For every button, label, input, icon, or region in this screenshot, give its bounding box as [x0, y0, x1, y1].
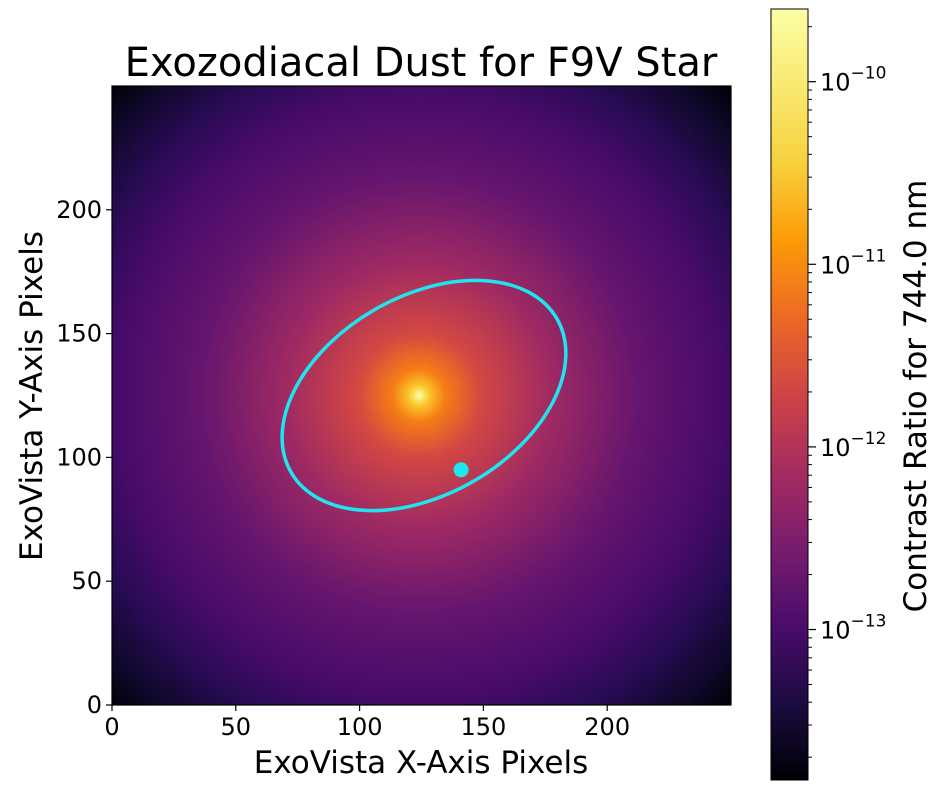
x-ticks: 0 50 100 150 200 — [104, 705, 630, 741]
colorbar-tick-label: 10−12 — [820, 429, 886, 462]
y-tick-label: 200 — [56, 196, 102, 224]
colorbar-label: Contrast Ratio for 744.0 nm — [898, 180, 934, 613]
y-tick-label: 0 — [87, 691, 102, 719]
planet-marker — [453, 462, 469, 478]
plot-area — [112, 86, 731, 705]
x-axis-label: ExoVista X-Axis Pixels — [254, 745, 588, 781]
planet-orbit — [280, 278, 568, 513]
x-tick-label: 100 — [337, 713, 383, 741]
y-tick-label: 150 — [56, 320, 102, 348]
x-tick-label: 0 — [104, 713, 119, 741]
colorbar-tick-label: 10−10 — [820, 64, 886, 97]
colorbar-tick-label: 10−13 — [820, 612, 886, 645]
colorbar-ticks: 10−13 10−12 10−11 10−10 — [808, 26, 886, 758]
y-axis-label: ExoVista Y-Axis Pixels — [14, 231, 50, 561]
dust-heatmap — [112, 86, 731, 705]
x-tick-label: 200 — [584, 713, 630, 741]
plot-frame — [111, 85, 732, 706]
x-tick-label: 50 — [221, 713, 252, 741]
x-tick-label: 150 — [460, 713, 506, 741]
chart-title: Exozodiacal Dust for F9V Star — [125, 40, 718, 86]
colorbar-tick-label: 10−11 — [820, 246, 886, 279]
colorbar — [770, 8, 809, 781]
y-ticks: 0 50 100 150 200 — [56, 196, 112, 719]
y-tick-label: 50 — [71, 567, 102, 595]
y-tick-label: 100 — [56, 443, 102, 471]
